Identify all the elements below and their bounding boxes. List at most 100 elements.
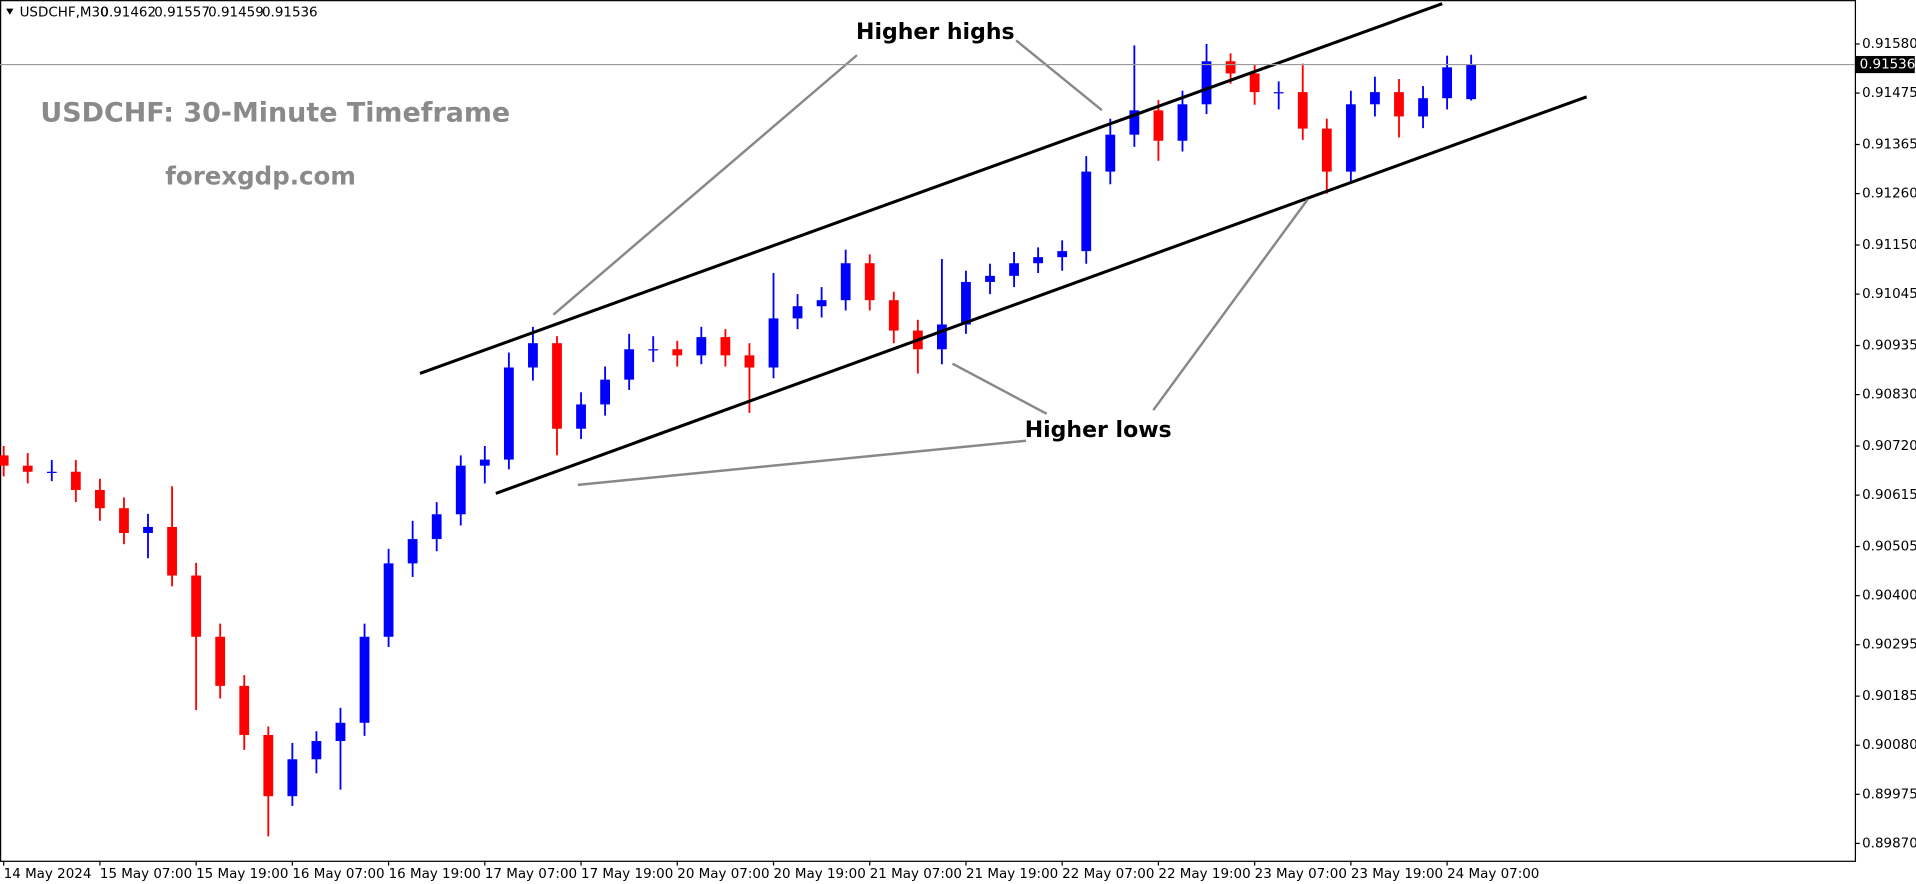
candle-body <box>359 636 370 723</box>
y-tick-label: 0.91260 <box>1862 187 1916 202</box>
x-tick-label: 17 May 19:00 <box>581 867 673 882</box>
candle-body <box>1370 92 1380 105</box>
candle-body <box>864 263 875 301</box>
x-tick-label: 22 May 07:00 <box>1062 867 1154 882</box>
candle-body <box>1057 251 1068 258</box>
x-tick-label: 17 May 07:00 <box>485 867 577 882</box>
y-tick-label: 0.90080 <box>1862 738 1916 753</box>
candle-body <box>22 465 33 472</box>
y-tick-label: 0.91045 <box>1862 287 1916 302</box>
x-tick-label: 21 May 07:00 <box>870 867 962 882</box>
y-tick-label: 0.91475 <box>1862 86 1916 101</box>
x-tick-label: 21 May 19:00 <box>966 867 1058 882</box>
y-tick-label: 0.90935 <box>1862 339 1916 354</box>
y-tick-label: 0.91365 <box>1862 137 1916 152</box>
candle-body <box>1009 263 1019 276</box>
candle-body <box>70 471 81 490</box>
candle-body <box>455 465 466 515</box>
candle-body <box>1394 92 1404 117</box>
candle-body <box>215 636 226 686</box>
candle-body <box>1442 67 1452 99</box>
candle-body <box>1129 110 1140 135</box>
candle-body <box>1177 104 1188 141</box>
candle-body <box>1033 257 1044 264</box>
candle-body <box>1249 73 1260 93</box>
candle-body <box>744 355 755 368</box>
y-tick-label: 0.89870 <box>1862 836 1916 851</box>
x-tick-label: 15 May 19:00 <box>196 867 288 882</box>
y-tick-label: 0.90830 <box>1862 388 1916 403</box>
x-tick-label: 23 May 19:00 <box>1351 867 1443 882</box>
candle-body <box>840 263 851 301</box>
x-tick-label: 22 May 19:00 <box>1158 867 1250 882</box>
x-tick-label: 20 May 19:00 <box>774 867 866 882</box>
candle-body <box>985 275 995 282</box>
y-tick-label: 0.90295 <box>1862 638 1916 653</box>
header-open: 0.91462 <box>100 5 156 20</box>
header-high: 0.91557 <box>154 5 210 20</box>
candle-body <box>1153 110 1164 141</box>
candle-body <box>1105 134 1116 172</box>
x-tick-label: 14 May 2024 <box>4 867 92 882</box>
candle-body <box>335 722 346 742</box>
candle-body <box>768 318 779 368</box>
candle-body <box>95 489 105 509</box>
candle-body <box>167 526 177 576</box>
header-icon <box>6 8 14 15</box>
candle-body <box>1201 61 1212 105</box>
candle-body <box>816 300 827 307</box>
candle-body <box>552 343 562 429</box>
candle-body <box>1081 171 1092 252</box>
candle-body <box>696 337 707 356</box>
candle-body <box>720 337 731 356</box>
annotation: Higher highs <box>856 20 1015 45</box>
chart-subtitle: forexgdp.com <box>165 162 356 191</box>
current-price-box <box>1856 55 1915 74</box>
candle-body <box>239 685 250 735</box>
candle-body <box>624 349 635 380</box>
candle-body <box>672 349 683 356</box>
pointer-line <box>1152 198 1309 411</box>
y-tick-label: 0.91150 <box>1862 238 1916 253</box>
candle-body <box>407 539 418 564</box>
x-tick-label: 23 May 07:00 <box>1255 867 1347 882</box>
candle-body <box>1297 92 1308 129</box>
candle-body <box>600 379 610 405</box>
candle-body <box>937 324 947 350</box>
x-tick-label: 16 May 19:00 <box>389 867 481 882</box>
candle-body <box>961 281 971 325</box>
y-tick-label: 0.90720 <box>1862 439 1916 454</box>
candle-body <box>1321 128 1332 172</box>
candle-body <box>383 563 394 637</box>
chart-title: USDCHF: 30-Minute Timeframe <box>40 97 510 128</box>
candle-body <box>1273 92 1284 94</box>
candle-body <box>287 759 298 797</box>
x-tick-label: 20 May 07:00 <box>677 867 769 882</box>
candle-body <box>431 514 442 540</box>
y-tick-label: 0.90505 <box>1862 540 1916 555</box>
pointer-line <box>552 54 858 316</box>
candle-body <box>0 455 9 466</box>
upper-channel-line <box>419 2 1443 375</box>
pointer-line <box>951 362 1048 415</box>
candle-body <box>528 343 538 368</box>
channel <box>419 2 1588 495</box>
header-symbol: USDCHF,M30 <box>20 5 109 20</box>
x-tick-label: 15 May 07:00 <box>100 867 192 882</box>
y-tick-label: 0.91580 <box>1862 37 1916 52</box>
candle-body <box>479 459 490 466</box>
candle-body <box>1225 61 1236 74</box>
y-tick-label: 0.90615 <box>1862 488 1916 503</box>
candle-body <box>1418 98 1428 117</box>
annotation: Higher lows <box>1025 418 1172 443</box>
pointer-line <box>577 439 1027 487</box>
candle-body <box>1466 64 1477 100</box>
y-tick-label: 0.89975 <box>1862 787 1916 802</box>
current-price-label: 0.91536 <box>1860 58 1916 73</box>
candle-body <box>648 349 659 351</box>
plot <box>0 43 1477 837</box>
y-tick-label: 0.90185 <box>1862 689 1916 704</box>
